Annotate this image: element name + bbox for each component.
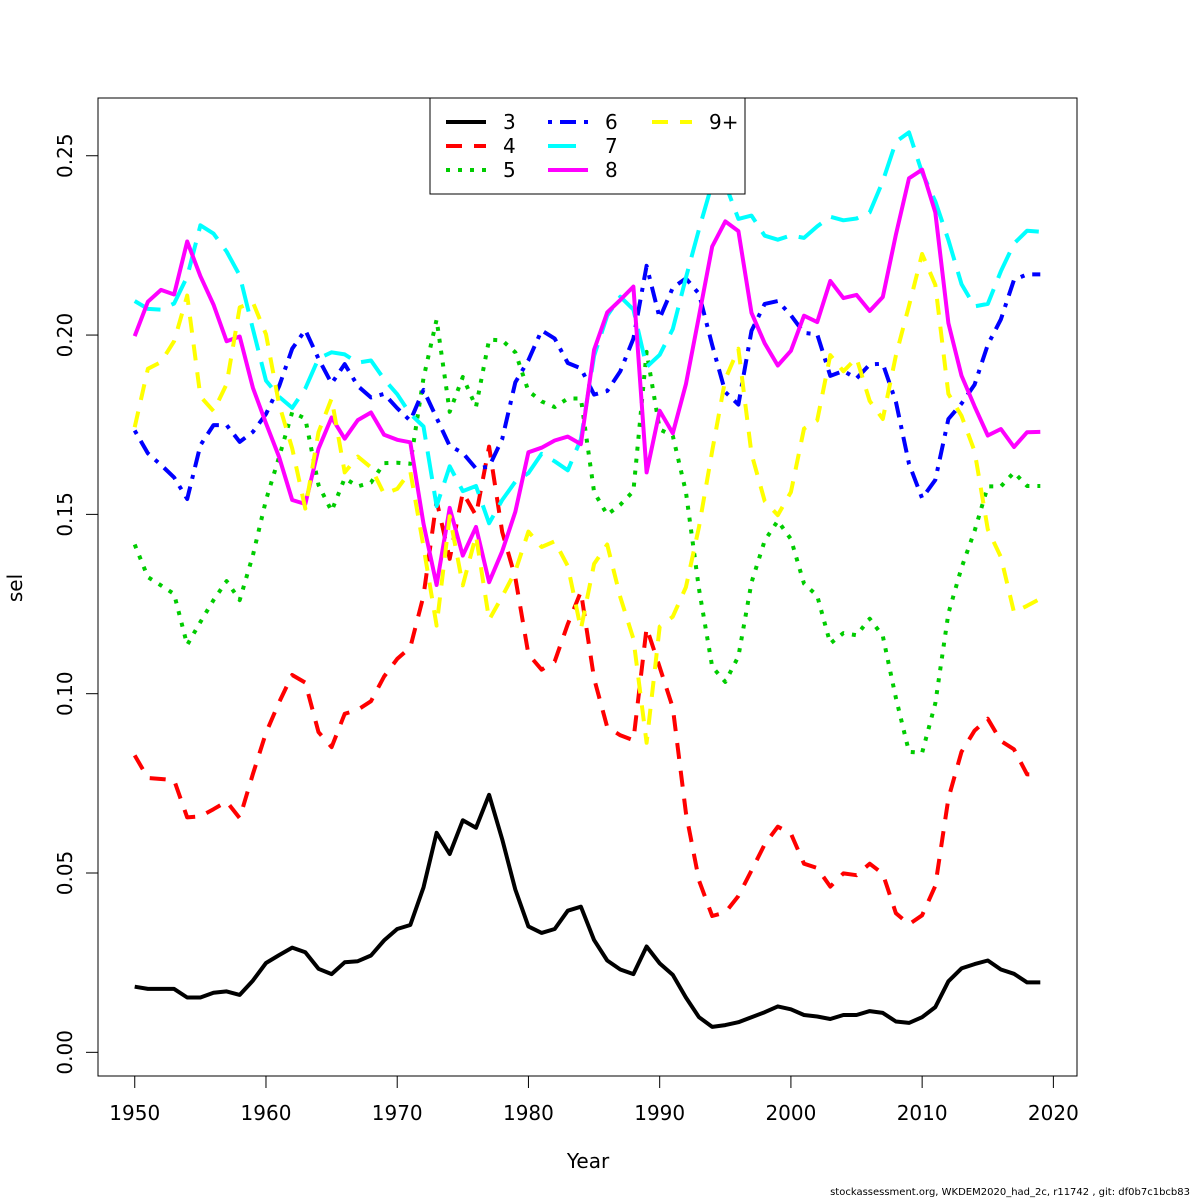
x-axis: 1950 1960 1970 1980 1990 2000 2010 2020 [109,1075,1079,1125]
y-tick-label: 0.10 [53,671,77,716]
x-tick-label: 2010 [897,1101,948,1125]
legend-label: 6 [605,110,618,134]
y-tick-label: 0.00 [53,1030,77,1075]
y-tick-label: 0.05 [53,851,77,896]
series-line-8 [132,167,1041,587]
x-axis-title: Year [566,1149,610,1173]
legend-label: 3 [503,110,516,134]
series-line-3 [134,792,1041,1029]
y-tick-label: 0.15 [53,492,77,537]
y-axis-title: sel [3,574,27,602]
x-tick-label: 1960 [241,1101,292,1125]
legend-label: 7 [605,134,618,158]
x-tick-label: 1990 [634,1101,685,1125]
x-tick-label: 2020 [1028,1101,1079,1125]
x-tick-label: 1980 [503,1101,554,1125]
series-line-9plus [132,252,1042,745]
legend: 345 678 9+ [429,97,746,195]
series-layer [132,130,1042,1029]
x-tick-label: 1950 [109,1101,160,1125]
series-line-4 [132,444,1041,927]
legend-label: 5 [503,158,516,182]
y-axis: 0.00 0.05 0.10 0.15 0.20 0.25 [53,133,99,1075]
y-tick-label: 0.25 [53,133,77,178]
x-tick-label: 2000 [765,1101,816,1125]
y-tick-label: 0.20 [53,313,77,358]
legend-label: 4 [503,134,516,158]
series-line-6 [132,263,1041,501]
footer-credit: stockassessment.org, WKDEM2020_had_2c, r… [830,1187,1190,1198]
x-tick-label: 1970 [372,1101,423,1125]
legend-label: 9+ [709,110,738,134]
legend-label: 8 [605,158,618,182]
